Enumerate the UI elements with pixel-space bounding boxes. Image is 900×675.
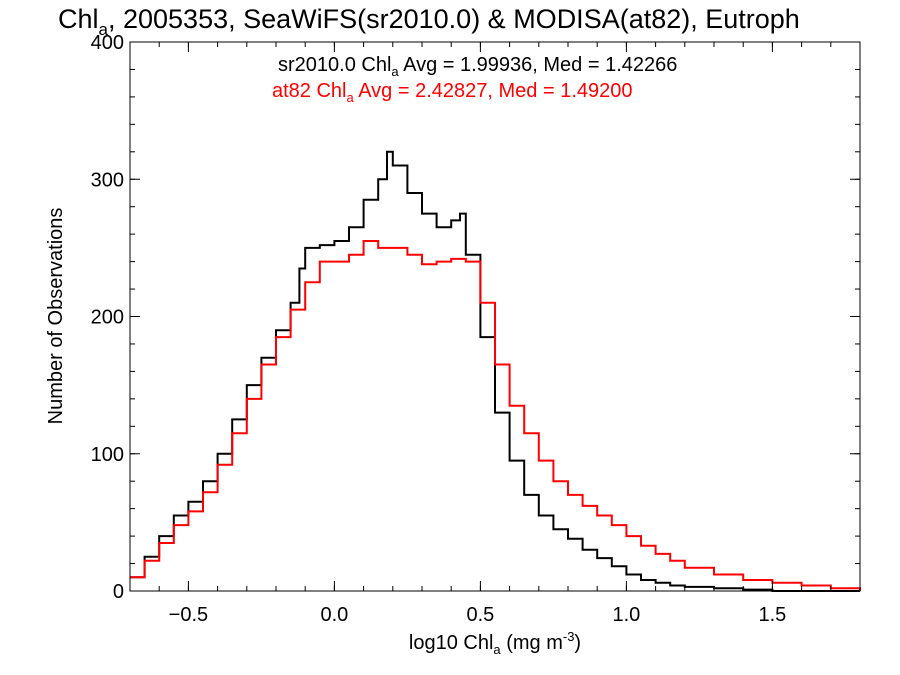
y-tick-label: 300	[91, 169, 124, 191]
x-tick-label: 0.5	[466, 604, 494, 626]
legend-entry-at82: at82 Chla Avg = 2.42827, Med = 1.49200	[272, 80, 632, 105]
x-tick-label: 0.0	[320, 604, 348, 626]
y-tick-label: 400	[91, 32, 124, 54]
chart-title: Chla, 2005353, SeaWiFS(sr2010.0) & MODIS…	[58, 4, 800, 39]
x-axis-label: log10 Chla (mg m-3)	[409, 629, 581, 657]
series-1-line	[130, 240, 861, 591]
y-tick-label: 200	[91, 307, 124, 329]
x-tick-label: 1.0	[612, 604, 640, 626]
y-axis-label: Number of Observations	[45, 208, 67, 425]
legend-entry-sr2010: sr2010.0 Chla Avg = 1.99936, Med = 1.422…	[278, 54, 677, 79]
y-tick-label: 100	[91, 444, 124, 466]
ticks-layer: −0.5 0.0 0.5 1.0 1.5 0 100 200 300 400	[91, 32, 861, 626]
y-tick-label: 0	[113, 581, 124, 603]
x-tick-label: −0.5	[169, 604, 208, 626]
series-layer	[130, 150, 861, 592]
x-tick-label: 1.5	[758, 604, 786, 626]
